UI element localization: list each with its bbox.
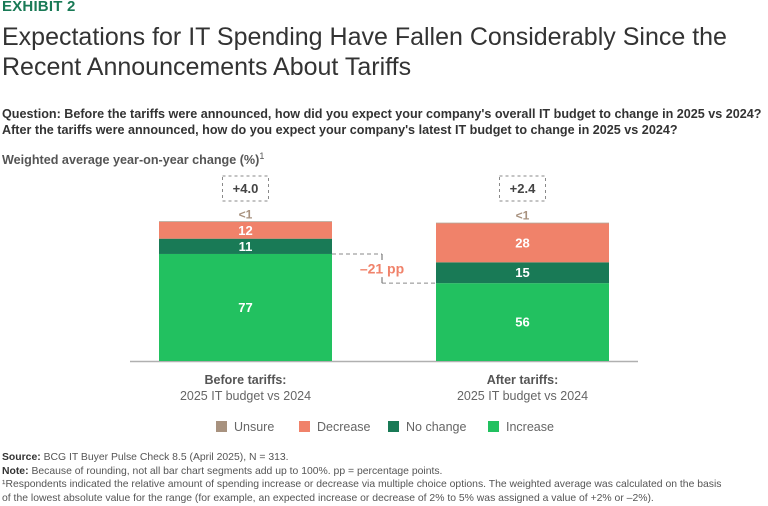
category-label: Before tariffs: [205, 373, 287, 387]
category-label: After tariffs: [487, 373, 559, 387]
chart-subtitle: Weighted average year-on-year change (%)… [2, 151, 264, 167]
question-line-1: Question: Before the tariffs were announ… [2, 107, 762, 121]
source-line: Source: BCG IT Buyer Pulse Check 8.5 (Ap… [2, 451, 768, 465]
data-label-increase: 77 [238, 300, 252, 315]
legend-label-no-change: No change [406, 420, 467, 434]
title-line-2: Recent Announcements About Tariffs [2, 53, 412, 81]
legend-label-decrease: Decrease [317, 420, 371, 434]
data-label-unsure: <1 [516, 209, 530, 223]
bar-segment-unsure [436, 222, 609, 224]
note-label: Note: [2, 465, 29, 477]
data-label-decrease: 12 [238, 223, 252, 238]
bar-segment-no-change [159, 238, 332, 254]
source-text: BCG IT Buyer Pulse Check 8.5 (April 2025… [40, 452, 289, 463]
weighted-average-value: +4.0 [233, 181, 259, 196]
weighted-average-value: +2.4 [510, 181, 536, 196]
bar-segment-no-change [436, 262, 609, 284]
title-line-1: Expectations for IT Spending Have Fallen… [2, 23, 727, 51]
source-label: Source: [2, 452, 41, 463]
note-text: Because of rounding, not all bar chart s… [28, 465, 443, 477]
survey-question: Question: Before the tariffs were announ… [2, 106, 768, 138]
bar-segment-unsure [159, 221, 332, 222]
legend-swatch-decrease [299, 421, 310, 432]
category-sublabel: 2025 IT budget vs 2024 [457, 389, 588, 403]
legend-swatch-increase [488, 421, 499, 432]
data-label-unsure: <1 [239, 207, 253, 221]
note-line: Note: Because of rounding, not all bar c… [2, 465, 768, 479]
category-sublabel: 2025 IT budget vs 2024 [180, 389, 311, 403]
legend-label-increase: Increase [506, 420, 554, 434]
chart-title: Expectations for IT Spending Have Fallen… [2, 22, 762, 82]
chart-footer: Source: BCG IT Buyer Pulse Check 8.5 (Ap… [2, 451, 768, 505]
exhibit-label: EXHIBIT 2 [2, 0, 76, 15]
subtitle-text: Weighted average year-on-year change (%) [2, 153, 260, 168]
bar-segment-decrease [159, 222, 332, 239]
delta-annotation: –21 pp [360, 261, 404, 277]
bar-segment-decrease [436, 223, 609, 263]
question-line-2: After the tariffs were announced, how do… [2, 123, 678, 137]
bar-segment-increase [436, 283, 609, 361]
footnote-line-1: ¹Respondents indicated the relative amou… [2, 479, 722, 491]
footnote-line-2: of the lowest absolute value for the ran… [2, 492, 654, 504]
data-label-increase: 56 [515, 315, 529, 330]
data-label-decrease: 28 [515, 235, 529, 250]
data-label-no-change: 15 [515, 265, 529, 280]
data-label-no-change: 11 [239, 239, 253, 254]
legend-swatch-unsure [216, 421, 227, 432]
bar-segment-increase [159, 253, 332, 361]
footnote-marker: 1 [259, 151, 265, 161]
legend-label-unsure: Unsure [234, 420, 274, 434]
legend-swatch-no-change [388, 421, 399, 432]
